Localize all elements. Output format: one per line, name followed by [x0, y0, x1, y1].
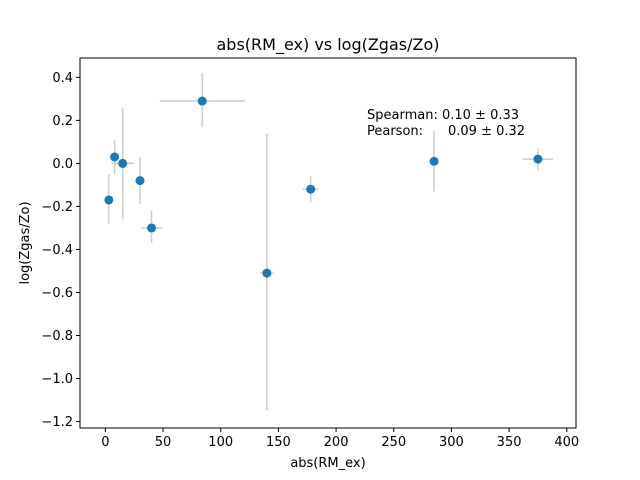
point-marker [262, 268, 272, 278]
data-point-8 [429, 131, 439, 192]
data-point-2 [111, 107, 135, 220]
x-tick-label: 350 [497, 435, 522, 450]
data-point-4 [141, 210, 162, 243]
data-point-0 [104, 174, 114, 224]
data-point-1 [110, 139, 120, 175]
data-point-5 [159, 73, 245, 127]
x-tick-label: 50 [155, 435, 172, 450]
x-axis-label: abs(RM_ex) [290, 456, 365, 471]
data-point-6 [259, 133, 274, 411]
point-marker [429, 156, 439, 166]
x-tick-label: 100 [208, 435, 233, 450]
point-marker [533, 154, 543, 164]
y-tick-label: 0.0 [52, 157, 73, 172]
data-point-9 [522, 148, 553, 170]
point-marker [110, 152, 120, 162]
y-tick-label: 0.4 [52, 71, 73, 86]
plot-area [104, 73, 553, 411]
point-marker [197, 96, 207, 106]
point-marker [147, 223, 157, 233]
chart-title: abs(RM_ex) vs log(Zgas/Zo) [217, 35, 440, 55]
point-marker [135, 176, 145, 186]
pearson-annotation-label: Pearson: [367, 124, 423, 139]
axis-ticks: 0 50 100 150 200 250 300 350 400 −1.2 −1.0 −0.8 −0.6… [41, 71, 579, 450]
x-tick-label: 250 [381, 435, 406, 450]
y-tick-label: −1.0 [41, 372, 73, 387]
y-tick-label: −0.6 [41, 286, 73, 301]
point-marker [306, 184, 316, 194]
y-axis-label: log(Zgas/Zo) [18, 201, 33, 284]
data-point-3 [135, 156, 145, 205]
x-tick-label: 200 [324, 435, 349, 450]
y-tick-label: −0.8 [41, 329, 73, 344]
stats-annotation: Spearman: 0.10 ± 0.33 Pearson: 0.09 ± 0.… [367, 108, 525, 139]
y-tick-label: −0.2 [41, 200, 73, 215]
x-tick-label: 300 [439, 435, 464, 450]
data-point-7 [302, 176, 319, 203]
x-tick-label: 400 [554, 435, 579, 450]
pearson-annotation-value: 0.09 ± 0.32 [448, 124, 525, 139]
spearman-annotation: Spearman: 0.10 ± 0.33 [367, 108, 519, 123]
axes-frame [79, 57, 577, 429]
y-tick-label: −1.2 [41, 415, 73, 430]
point-marker [118, 158, 128, 168]
x-tick-label: 0 [101, 435, 109, 450]
y-tick-label: −0.4 [41, 243, 73, 258]
point-marker [104, 195, 114, 205]
y-tick-label: 0.2 [52, 114, 73, 129]
x-tick-label: 150 [266, 435, 291, 450]
